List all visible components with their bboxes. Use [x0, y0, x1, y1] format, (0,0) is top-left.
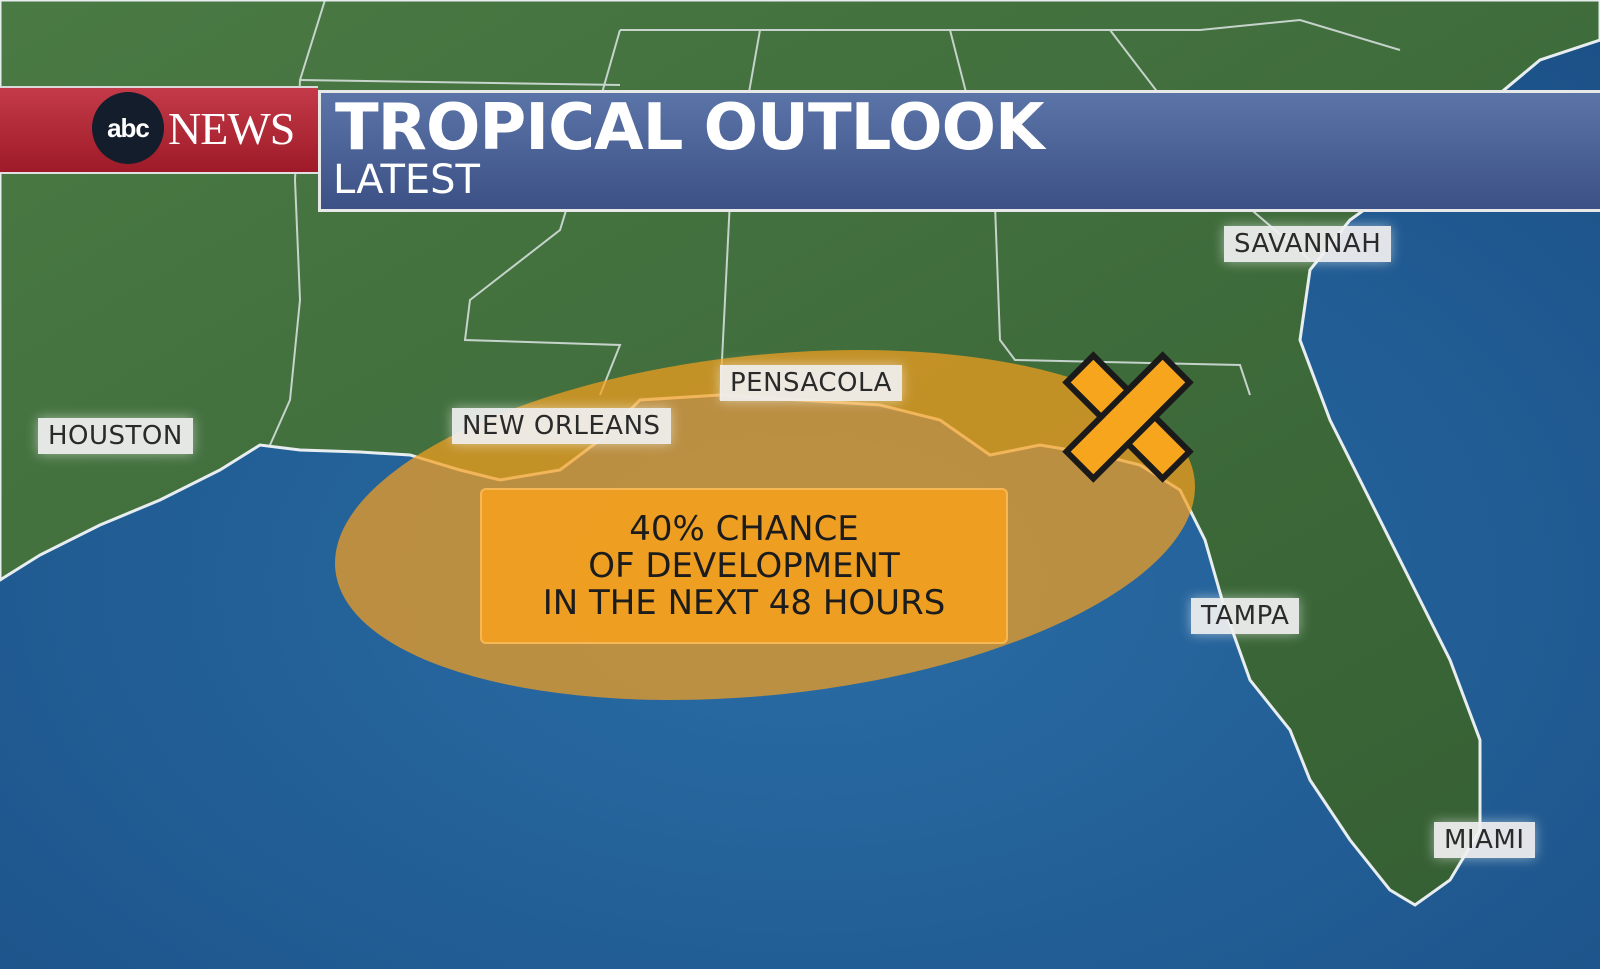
page-title: TROPICAL OUTLOOK	[335, 91, 1045, 165]
abc-logo-circle: abc	[92, 92, 164, 164]
city-label-new-orleans: NEW ORLEANS	[452, 408, 671, 444]
abc-news-logo: abc NEWS	[0, 86, 318, 174]
development-chance-box: 40% CHANCE OF DEVELOPMENT IN THE NEXT 48…	[480, 488, 1008, 644]
x-marker-icon	[1062, 351, 1194, 483]
news-wordmark: NEWS	[168, 103, 295, 154]
city-label-houston: HOUSTON	[38, 418, 193, 454]
page-subtitle: LATEST	[333, 157, 480, 203]
chance-line-2: OF DEVELOPMENT	[588, 545, 900, 586]
city-label-savannah: SAVANNAH	[1224, 226, 1392, 262]
chance-line-3: IN THE NEXT 48 HOURS	[542, 582, 946, 623]
land-mass	[0, 0, 1600, 907]
title-bar: TROPICAL OUTLOOK LATEST	[318, 90, 1600, 212]
city-label-miami: MIAMI	[1434, 822, 1535, 858]
city-label-tampa: TAMPA	[1191, 598, 1300, 634]
chance-line-1: 40% CHANCE	[629, 508, 859, 549]
city-label-pensacola: PENSACOLA	[720, 365, 902, 401]
